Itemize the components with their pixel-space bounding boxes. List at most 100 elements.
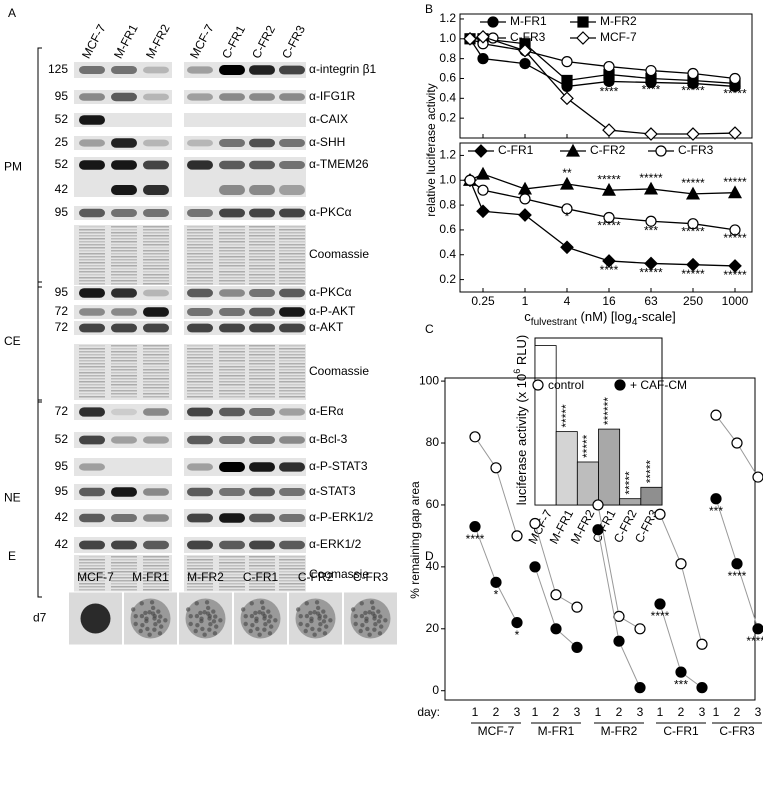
coomassie-stain (79, 277, 105, 279)
coomassie-stain (79, 259, 105, 261)
spheroid-cell (296, 607, 301, 612)
coomassie-stain (143, 562, 169, 564)
coomassie-stain (279, 262, 305, 264)
blot-band (79, 463, 105, 471)
y-tick-label: 20 (426, 621, 440, 635)
coomassie-stain (279, 253, 305, 255)
coomassie-stain (219, 372, 245, 374)
blot-band (143, 488, 169, 496)
coomassie-stain (187, 393, 213, 395)
coomassie-stain (111, 580, 137, 582)
significance: **** (728, 569, 747, 583)
significance: ***** (639, 171, 663, 185)
significance: ***** (639, 266, 663, 280)
data-point (474, 144, 488, 158)
blot-band (79, 323, 105, 333)
coomassie-stain (219, 586, 245, 588)
data-point (731, 558, 743, 570)
coomassie-stain (143, 238, 169, 240)
data-point (696, 638, 708, 650)
coomassie-stain (79, 589, 105, 591)
coomassie-stain (279, 372, 305, 374)
group-label: MCF-7 (478, 724, 515, 738)
bar (598, 428, 621, 506)
coomassie-stain (111, 268, 137, 270)
plot-frame (444, 377, 756, 701)
coomassie-stain (279, 250, 305, 252)
coomassie-stain (187, 363, 213, 365)
x-tick-label: 3 (514, 705, 521, 719)
blot-background (184, 555, 306, 595)
data-point (644, 127, 658, 141)
bar (576, 461, 599, 506)
coomassie-stain (279, 562, 305, 564)
coomassie-stain (279, 396, 305, 398)
y-axis-label-part: luciferase activity (x 10 (514, 374, 529, 506)
coomassie-stain (79, 372, 105, 374)
coomassie-stain (249, 232, 275, 234)
coomassie-stain (143, 372, 169, 374)
significance: **** (642, 83, 661, 97)
coomassie-stain (79, 378, 105, 380)
legend-label: C-FR2 (590, 143, 626, 157)
significance: **** (600, 263, 619, 277)
blot-band (279, 185, 305, 195)
coomassie-stain (219, 247, 245, 249)
data-point (571, 641, 583, 653)
series-line (534, 566, 578, 648)
spheroid-cell (353, 621, 358, 627)
blot-band (249, 208, 275, 218)
data-point (602, 123, 616, 137)
blot-band (219, 436, 245, 444)
blot-band (111, 185, 137, 195)
blot-band (187, 209, 213, 217)
spheroid-cell (186, 607, 191, 612)
coomassie-stain (249, 556, 275, 558)
coomassie-stain (187, 562, 213, 564)
blot-background (184, 286, 306, 300)
column-label: C-FR2 (298, 570, 334, 584)
coomassie-stain (219, 375, 245, 377)
coomassie-stain (143, 247, 169, 249)
y-tick-label: 0.4 (439, 247, 456, 261)
spheroid-cell (145, 626, 150, 632)
size-marker: 95 (55, 484, 69, 498)
coomassie-stain (249, 262, 275, 264)
size-marker: 25 (55, 135, 69, 149)
coomassie-stain (143, 565, 169, 567)
legend-label: MCF-7 (600, 30, 637, 44)
blot-label: Coomassie (309, 567, 369, 581)
coomassie-stain (79, 229, 105, 231)
coomassie-stain (219, 348, 245, 350)
coomassie-stain (279, 235, 305, 237)
coomassie-stain (249, 396, 275, 398)
spheroid-cell (263, 622, 268, 627)
spheroid-cell (243, 621, 248, 627)
coomassie-stain (219, 574, 245, 576)
coomassie-stain (279, 366, 305, 368)
coomassie-stain (187, 283, 213, 285)
plot-frame (459, 13, 753, 139)
blot-label: α-TMEM26 (309, 157, 369, 171)
coomassie-stain (143, 265, 169, 267)
spheroid-cell (298, 621, 303, 627)
size-marker: 95 (55, 285, 69, 299)
legend-label: control (548, 378, 584, 392)
coomassie-stain (279, 232, 305, 234)
blot-band (279, 139, 305, 147)
coomassie-stain (187, 259, 213, 261)
data-point (560, 240, 574, 255)
x-tick-label: 2 (553, 705, 560, 719)
data-point (519, 57, 531, 70)
coomassie-stain (187, 360, 213, 362)
blot-band (187, 513, 213, 523)
blot-band (249, 540, 275, 550)
blot-band (219, 513, 245, 523)
coomassie-stain (79, 271, 105, 273)
data-point (490, 576, 502, 588)
coomassie-stain (187, 369, 213, 371)
coomassie-stain (249, 363, 275, 365)
coomassie-stain (187, 580, 213, 582)
coomassie-stain (111, 229, 137, 231)
blot-band (143, 289, 169, 297)
